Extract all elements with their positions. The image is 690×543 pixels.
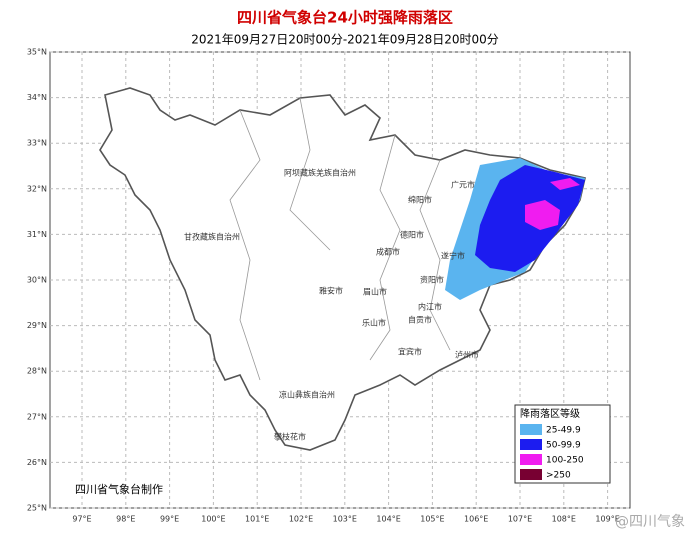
lat-label: 29°N	[27, 321, 47, 330]
lat-label: 30°N	[27, 276, 47, 285]
lat-label: 28°N	[27, 367, 47, 376]
legend-swatch	[520, 439, 542, 450]
region-label: 眉山市	[363, 287, 387, 297]
lon-label: 97°E	[72, 515, 91, 524]
subtitle: 2021年09月27日20时00分-2021年09月28日20时00分	[191, 33, 499, 47]
region-label: 德阳市	[400, 230, 424, 240]
region-label: 泸州市	[455, 350, 479, 360]
lat-label: 31°N	[27, 230, 47, 239]
title: 四川省气象台24小时强降雨落区	[237, 9, 453, 27]
lon-label: 102°E	[289, 515, 313, 524]
lon-label: 103°E	[333, 515, 357, 524]
lat-label: 35°N	[27, 48, 47, 57]
region-label: 内江市	[418, 302, 442, 312]
lat-label: 32°N	[27, 184, 47, 193]
lon-label: 107°E	[508, 515, 532, 524]
region-label: 自贡市	[408, 315, 432, 325]
region-label: 成都市	[376, 247, 400, 257]
legend-label: >250	[546, 471, 571, 481]
rain-area-100	[525, 178, 580, 230]
boundaries	[229, 97, 451, 381]
legend-title: 降雨落区等级	[520, 407, 580, 420]
region-label: 绵阳市	[408, 195, 432, 205]
lon-label: 108°E	[552, 515, 576, 524]
lat-label: 34°N	[27, 93, 47, 102]
lon-label: 106°E	[464, 515, 488, 524]
lat-label: 33°N	[27, 139, 47, 148]
region-label: 凉山彝族自治州	[279, 390, 335, 400]
watermark: @四川气象	[615, 514, 685, 530]
credit: 四川省气象台制作	[75, 482, 163, 496]
region-label: 雅安市	[319, 286, 343, 296]
legend-label: 25-49.9	[546, 426, 581, 436]
province-outline	[99, 87, 586, 451]
legend: 降雨落区等级 25-49.9 50-99.9 100-250 >250	[514, 404, 611, 484]
lon-label: 98°E	[116, 515, 135, 524]
region-label: 资阳市	[420, 275, 444, 285]
lat-label: 25°N	[27, 504, 47, 513]
legend-swatch	[520, 454, 542, 465]
legend-label: 100-250	[546, 456, 584, 466]
region-label: 甘孜藏族自治州	[184, 232, 240, 242]
lon-label: 100°E	[201, 515, 225, 524]
lon-label: 104°E	[376, 515, 400, 524]
legend-swatch	[520, 469, 542, 480]
legend-label: 50-99.9	[546, 441, 581, 451]
lat-label: 27°N	[27, 412, 47, 421]
region-label: 攀枝花市	[274, 432, 306, 442]
lon-label: 109°E	[595, 515, 619, 524]
region-label: 遂宁市	[441, 251, 465, 261]
region-label: 宜宾市	[398, 347, 422, 357]
region-label: 广元市	[451, 180, 475, 190]
region-label: 阿坝藏族羌族自治州	[284, 168, 356, 178]
legend-swatch	[520, 424, 542, 435]
region-label: 乐山市	[362, 318, 386, 328]
lon-label: 101°E	[245, 515, 269, 524]
lon-label: 99°E	[160, 515, 179, 524]
lon-label: 105°E	[420, 515, 444, 524]
lat-label: 26°N	[27, 458, 47, 467]
